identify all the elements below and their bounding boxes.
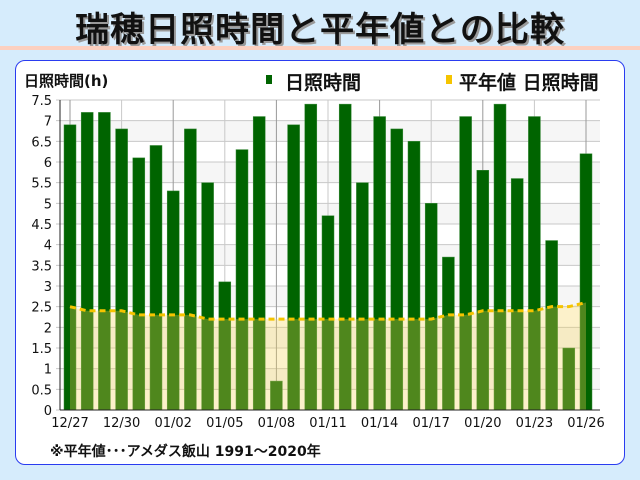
x-tick-label: 12/30 <box>103 416 140 431</box>
x-tick-label: 01/20 <box>464 416 501 431</box>
y-tick-label: 2.5 <box>31 301 52 316</box>
title-divider <box>0 46 640 50</box>
x-tick-label: 01/26 <box>567 416 604 431</box>
y-tick-label: 6 <box>44 156 52 171</box>
x-tick-label: 01/05 <box>206 416 243 431</box>
legend-bar-label: 日照時間 <box>285 72 361 94</box>
normal-area <box>70 302 586 410</box>
y-tick-label: 4.5 <box>31 218 52 233</box>
y-tick-label: 3.5 <box>31 259 52 274</box>
x-tick-label: 01/23 <box>516 416 553 431</box>
y-tick-label: 5 <box>44 197 52 212</box>
footnote: ※平年値･･･アメダス飯山 1991〜2020年 <box>50 444 321 460</box>
y-tick-label: 5.5 <box>31 177 52 192</box>
y-tick-label: 3 <box>44 280 52 295</box>
y-tick-label: 6.5 <box>31 135 52 150</box>
y-tick-label: 2 <box>44 321 52 336</box>
y-tick-label: 1 <box>44 363 52 378</box>
page-title: 瑞穂日照時間と平年値との比較 <box>75 10 565 50</box>
legend-normal-label: 平年値 日照時間 <box>459 71 599 94</box>
y-tick-label: 4 <box>44 239 52 254</box>
y-axis-label: 日照時間(h) <box>24 72 108 90</box>
y-tick-label: 7.5 <box>31 94 52 109</box>
x-tick-label: 01/08 <box>258 416 295 431</box>
x-tick-label: 01/11 <box>309 416 346 431</box>
y-tick-label: 7 <box>44 115 52 130</box>
y-tick-label: 0 <box>44 404 52 419</box>
grid-band <box>60 120 600 142</box>
y-tick-label: 1.5 <box>31 342 52 357</box>
legend-bar-swatch <box>266 75 272 84</box>
x-tick-label: 01/17 <box>412 416 449 431</box>
x-tick-label: 01/14 <box>361 416 398 431</box>
x-tick-label: 12/27 <box>51 416 88 431</box>
legend-normal-swatch <box>446 75 452 84</box>
x-tick-label: 01/02 <box>154 416 191 431</box>
y-tick-label: 0.5 <box>31 383 52 398</box>
